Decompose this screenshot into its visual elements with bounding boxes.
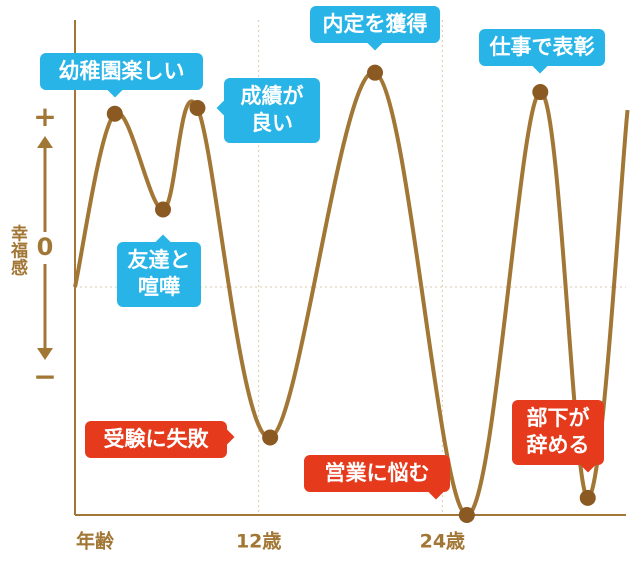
callout-text: 営業に悩む <box>324 461 430 485</box>
callout: 部下が辞める <box>512 400 604 473</box>
zero-bg <box>33 234 57 262</box>
event-dot <box>189 100 206 117</box>
event-dot <box>532 84 549 101</box>
y-minus: − <box>33 360 56 393</box>
event-dot <box>262 429 279 446</box>
callout-text: 内定を獲得 <box>322 12 428 36</box>
event-dot <box>579 489 596 506</box>
callout: 営業に悩む <box>304 455 450 500</box>
callout-text: 友達と喧嘩 <box>127 248 191 300</box>
x-title: 年齢 <box>76 530 115 553</box>
arrow-head <box>37 136 53 148</box>
callout: 内定を獲得 <box>310 6 440 51</box>
callout-text: 成績が良い <box>240 84 304 136</box>
callout-text: 部下が辞める <box>526 406 590 458</box>
callout-text: 受験に失敗 <box>103 427 209 451</box>
callout: 受験に失敗 <box>85 421 235 459</box>
y-plus: + <box>33 100 56 133</box>
y-title: 幸福感 <box>7 223 29 276</box>
callout: 仕事で表彰 <box>479 29 605 74</box>
y-tick-label: 0 <box>37 233 54 261</box>
callout-text: 幼稚園楽しい <box>58 59 185 83</box>
event-dot <box>366 64 383 81</box>
x-tick-label: 24歳 <box>420 531 465 553</box>
event-dot <box>458 507 475 523</box>
arrow-head <box>37 348 53 360</box>
event-dot <box>106 105 123 122</box>
callout: 幼稚園楽しい <box>40 53 203 98</box>
x-tick-label: 12歳 <box>236 531 281 553</box>
callout-text: 仕事で表彰 <box>489 35 595 59</box>
callout: 成績が良い <box>216 78 320 143</box>
event-dot <box>155 201 172 218</box>
callout: 友達と喧嘩 <box>117 234 201 307</box>
